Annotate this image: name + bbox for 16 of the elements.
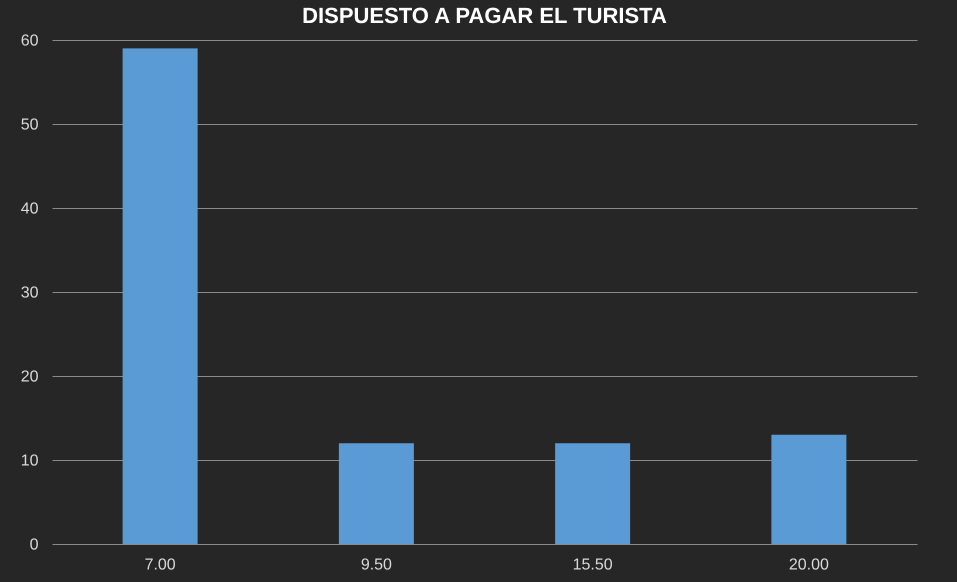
y-tick-label: 40 <box>20 200 39 218</box>
y-tick-label: 20 <box>20 368 39 386</box>
y-tick-label: 10 <box>20 452 39 470</box>
bar <box>338 443 414 544</box>
chart-title: DISPUESTO A PAGAR EL TURISTA <box>302 3 667 28</box>
x-tick-label: 9.50 <box>360 556 392 574</box>
bar <box>555 443 630 544</box>
x-tick-label: 20.00 <box>788 556 829 574</box>
y-tick-label: 0 <box>30 536 39 554</box>
y-tick-label: 60 <box>20 32 39 50</box>
y-tick-label: 50 <box>20 116 39 134</box>
x-tick-label: 15.50 <box>572 556 613 574</box>
y-tick-label: 30 <box>20 284 39 302</box>
bar <box>122 48 198 544</box>
bar <box>771 434 846 544</box>
x-tick-label: 7.00 <box>144 556 176 574</box>
